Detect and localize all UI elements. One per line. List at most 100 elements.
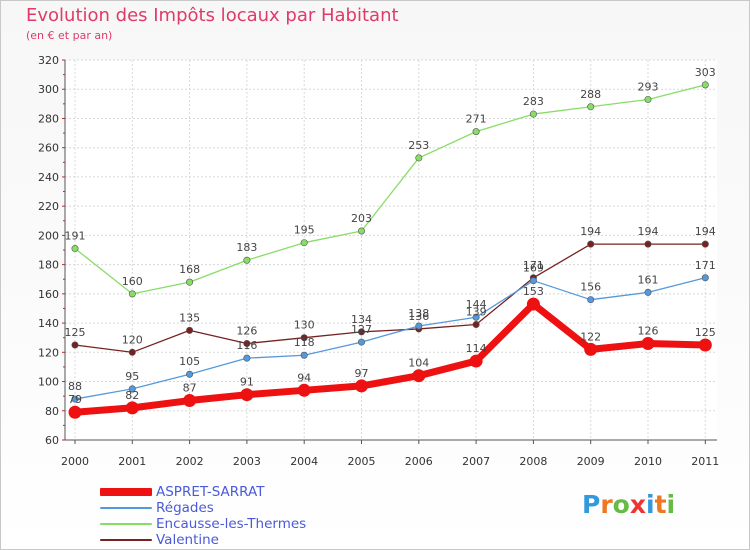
data-label: 194 xyxy=(580,225,601,238)
x-tick-label: 2000 xyxy=(61,455,89,468)
data-label: 134 xyxy=(351,313,372,326)
data-label: 126 xyxy=(638,325,659,338)
x-tick-label: 2011 xyxy=(691,455,719,468)
x-tick-label: 2010 xyxy=(634,455,662,468)
series-point xyxy=(644,95,652,103)
series-point xyxy=(243,256,251,264)
series-point xyxy=(71,395,79,403)
series-point xyxy=(240,388,254,402)
series-point xyxy=(472,321,480,329)
legend-label: Valentine xyxy=(156,532,219,548)
data-label: 191 xyxy=(65,230,86,243)
series-point xyxy=(297,383,311,397)
data-label: 171 xyxy=(523,259,544,272)
series-point xyxy=(584,342,598,356)
x-tick-label: 2003 xyxy=(233,455,261,468)
series-point xyxy=(415,154,423,162)
x-tick-label: 2002 xyxy=(176,455,204,468)
y-tick-label: 120 xyxy=(38,346,59,359)
data-label: 203 xyxy=(351,212,372,225)
series-line-0 xyxy=(71,300,709,416)
series-point xyxy=(68,405,82,419)
data-label: 82 xyxy=(125,389,139,402)
data-label: 126 xyxy=(236,325,257,338)
x-tick-label: 2007 xyxy=(462,455,490,468)
series-point xyxy=(529,110,537,118)
data-label: 87 xyxy=(183,382,197,395)
legend-label: Encausse-les-Thermes xyxy=(156,516,307,532)
x-tick-label: 2006 xyxy=(405,455,433,468)
y-tick-label: 200 xyxy=(38,229,59,242)
data-label: 94 xyxy=(297,371,311,384)
series-point xyxy=(355,379,368,393)
data-label: 138 xyxy=(408,307,429,320)
y-tick-label: 280 xyxy=(38,112,59,125)
y-tick-label: 220 xyxy=(38,200,59,213)
line-chart: 60 80 100 120 140 160 180 200 220 240 260 280 300 320… xyxy=(38,54,719,468)
series-point xyxy=(183,394,197,408)
series-point xyxy=(472,128,480,136)
series-point xyxy=(300,334,308,342)
chart-title: Evolution des Impôts locaux par Habitant xyxy=(26,5,399,26)
series-point xyxy=(128,385,136,393)
series-point xyxy=(701,81,709,89)
data-label: 91 xyxy=(240,376,254,389)
series-point xyxy=(412,369,426,383)
data-label: 95 xyxy=(125,370,139,383)
series-point xyxy=(357,328,365,336)
series-point xyxy=(357,227,365,235)
data-label: 293 xyxy=(638,80,659,93)
legend-swatch xyxy=(100,523,152,525)
data-label: 253 xyxy=(408,139,429,152)
series-point xyxy=(71,341,79,349)
y-tick-label: 160 xyxy=(38,288,59,301)
series-point xyxy=(186,370,194,378)
y-tick-label: 260 xyxy=(38,142,59,155)
series-point xyxy=(186,278,194,286)
series-line-3 xyxy=(74,243,706,353)
data-label: 271 xyxy=(466,113,487,126)
legend-swatch xyxy=(100,488,152,496)
data-label: 104 xyxy=(408,357,429,370)
data-label: 116 xyxy=(236,339,257,352)
data-label: 127 xyxy=(351,323,372,336)
data-label: 125 xyxy=(65,326,86,339)
data-label: 183 xyxy=(236,241,257,254)
data-label: 120 xyxy=(122,333,143,346)
y-tick-label: 300 xyxy=(38,83,59,96)
y-tick-label: 80 xyxy=(45,405,59,418)
series-line-1 xyxy=(74,277,706,400)
series-point xyxy=(415,322,423,330)
legend-label: Régades xyxy=(156,500,214,516)
series-point xyxy=(472,313,480,321)
data-label: 303 xyxy=(695,66,716,79)
series-point xyxy=(300,239,308,247)
series-point xyxy=(243,354,251,362)
data-label: 135 xyxy=(179,311,200,324)
series-point xyxy=(357,338,365,346)
series-point xyxy=(300,351,308,359)
y-tick-label: 240 xyxy=(38,171,59,184)
data-label: 139 xyxy=(466,306,487,319)
data-label: 118 xyxy=(294,336,315,349)
series-point xyxy=(526,297,540,311)
y-tick-label: 100 xyxy=(38,376,59,389)
series-point xyxy=(186,326,194,334)
series-point xyxy=(644,240,652,248)
series-point xyxy=(587,103,595,111)
data-label: 161 xyxy=(638,273,659,286)
series-point xyxy=(587,240,595,248)
series-point xyxy=(128,348,136,356)
data-label: 114 xyxy=(466,342,487,355)
data-label: 160 xyxy=(122,275,143,288)
y-tick-label: 320 xyxy=(38,54,59,67)
data-label: 130 xyxy=(294,319,315,332)
plot-area xyxy=(65,60,717,440)
y-tick-label: 140 xyxy=(38,317,59,330)
data-label: 136 xyxy=(408,310,429,323)
series-point xyxy=(469,354,483,368)
series-point xyxy=(587,296,595,304)
data-label: 156 xyxy=(580,281,601,294)
series-point xyxy=(698,338,712,352)
data-label: 283 xyxy=(523,95,544,108)
